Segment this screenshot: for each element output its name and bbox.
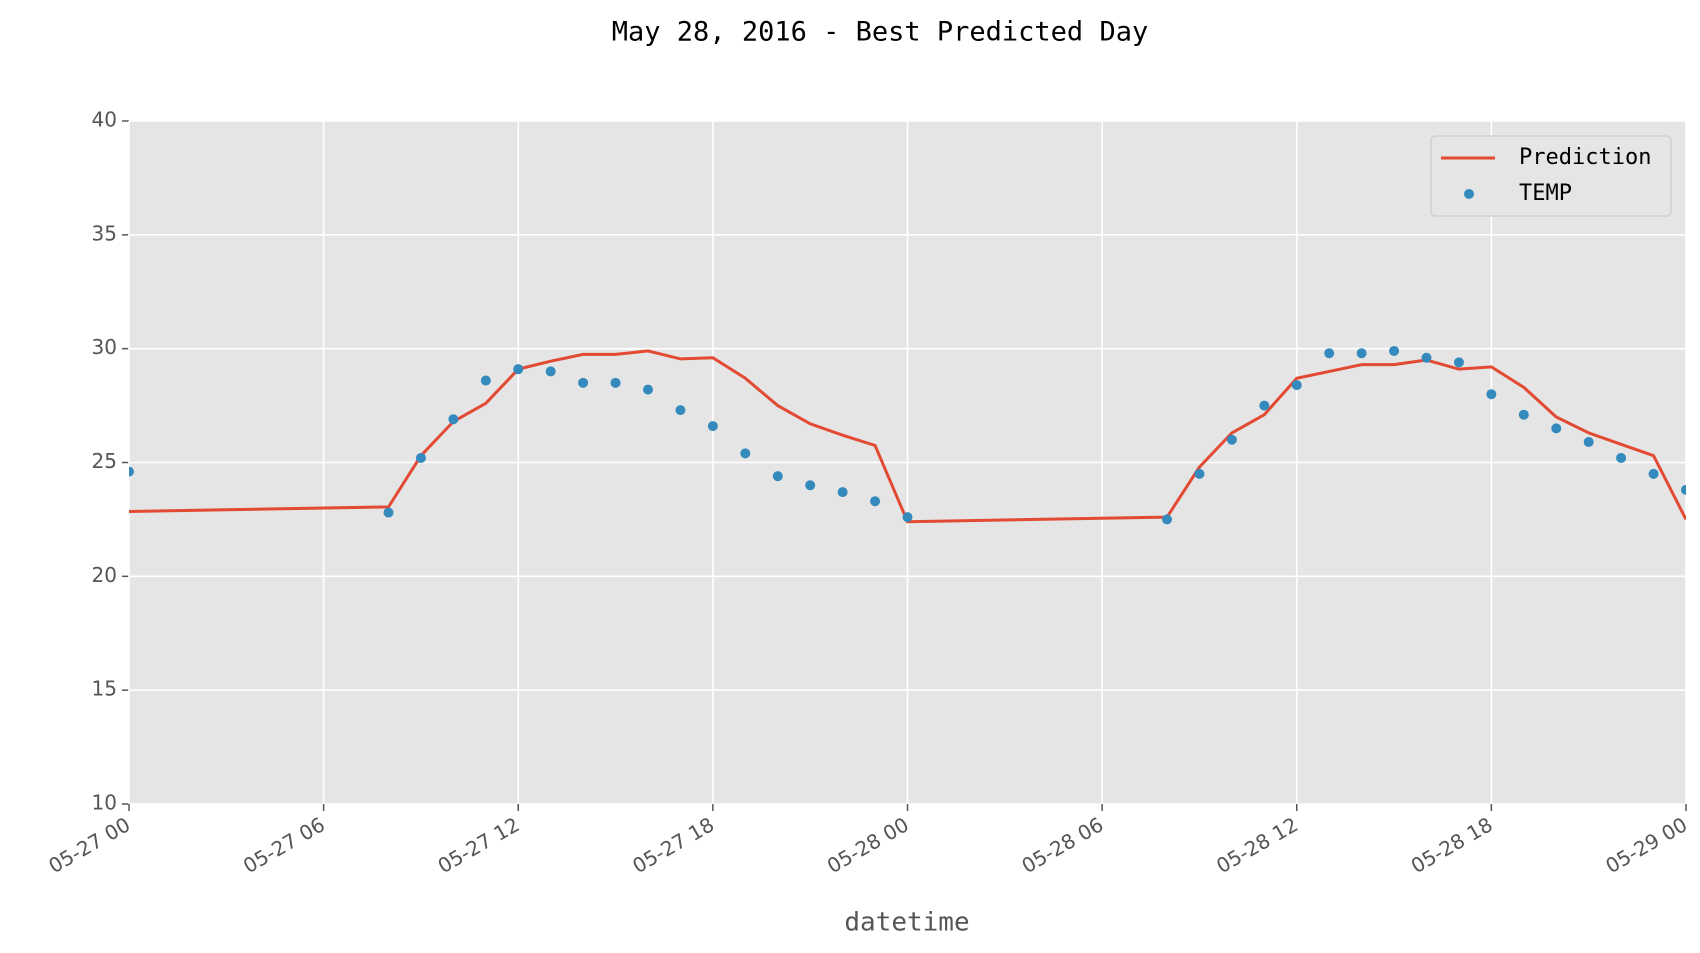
data-point	[513, 364, 524, 375]
data-point	[1551, 423, 1562, 434]
data-point	[772, 471, 783, 482]
x-tick-label: 05-27 00	[44, 812, 134, 878]
data-point	[1486, 389, 1497, 400]
x-tick-label: 05-28 12	[1212, 812, 1302, 878]
data-point	[1453, 357, 1464, 368]
legend-label: TEMP	[1519, 181, 1572, 206]
legend-swatch	[1464, 189, 1474, 199]
data-point	[675, 405, 686, 416]
data-point	[415, 452, 426, 463]
y-tick-label: 10	[92, 791, 117, 815]
data-point	[1518, 409, 1529, 420]
data-point	[740, 448, 751, 459]
data-point	[448, 414, 459, 425]
chart-title: May 28, 2016 - Best Predicted Day	[612, 17, 1148, 48]
data-point	[1291, 380, 1302, 391]
x-tick-label: 05-29 00	[1601, 812, 1691, 878]
data-point	[1616, 452, 1627, 463]
x-tick-label: 05-28 18	[1407, 812, 1497, 878]
data-point	[1259, 400, 1270, 411]
data-point	[129, 466, 134, 477]
data-point	[1421, 352, 1432, 363]
data-point	[1681, 484, 1686, 495]
legend-box	[1430, 135, 1672, 217]
y-tick-label: 30	[92, 335, 117, 359]
data-point	[610, 377, 621, 388]
data-point	[805, 480, 816, 491]
y-tick-label: 15	[92, 677, 117, 701]
y-tick-label: 25	[92, 449, 117, 473]
x-tick-label: 05-27 12	[434, 812, 524, 878]
data-point	[870, 496, 881, 507]
y-tick-label: 40	[92, 108, 117, 132]
data-point	[545, 366, 556, 377]
data-point	[1648, 468, 1659, 479]
plot-layer	[129, 345, 1686, 525]
data-point	[1389, 345, 1400, 356]
data-point	[1583, 437, 1594, 448]
data-point	[383, 507, 394, 518]
data-point	[902, 512, 913, 523]
x-tick-label: 05-28 06	[1018, 812, 1108, 878]
y-tick-label: 35	[92, 221, 117, 245]
data-point	[1162, 514, 1172, 525]
legend-label: Prediction	[1519, 145, 1651, 170]
data-point	[643, 384, 653, 395]
data-point	[707, 421, 718, 432]
data-point	[1226, 434, 1237, 445]
y-tick-label: 20	[92, 563, 117, 587]
data-point	[578, 377, 589, 388]
x-tick-label: 05-28 00	[823, 812, 913, 878]
x-tick-label: 05-27 18	[628, 812, 718, 878]
data-point	[480, 375, 491, 386]
data-point	[837, 487, 848, 498]
data-point	[1356, 348, 1367, 359]
x-tick-label: 05-27 06	[239, 812, 329, 878]
x-axis-label: datetime	[844, 908, 969, 938]
data-point	[1194, 468, 1205, 479]
data-point	[1324, 348, 1335, 359]
